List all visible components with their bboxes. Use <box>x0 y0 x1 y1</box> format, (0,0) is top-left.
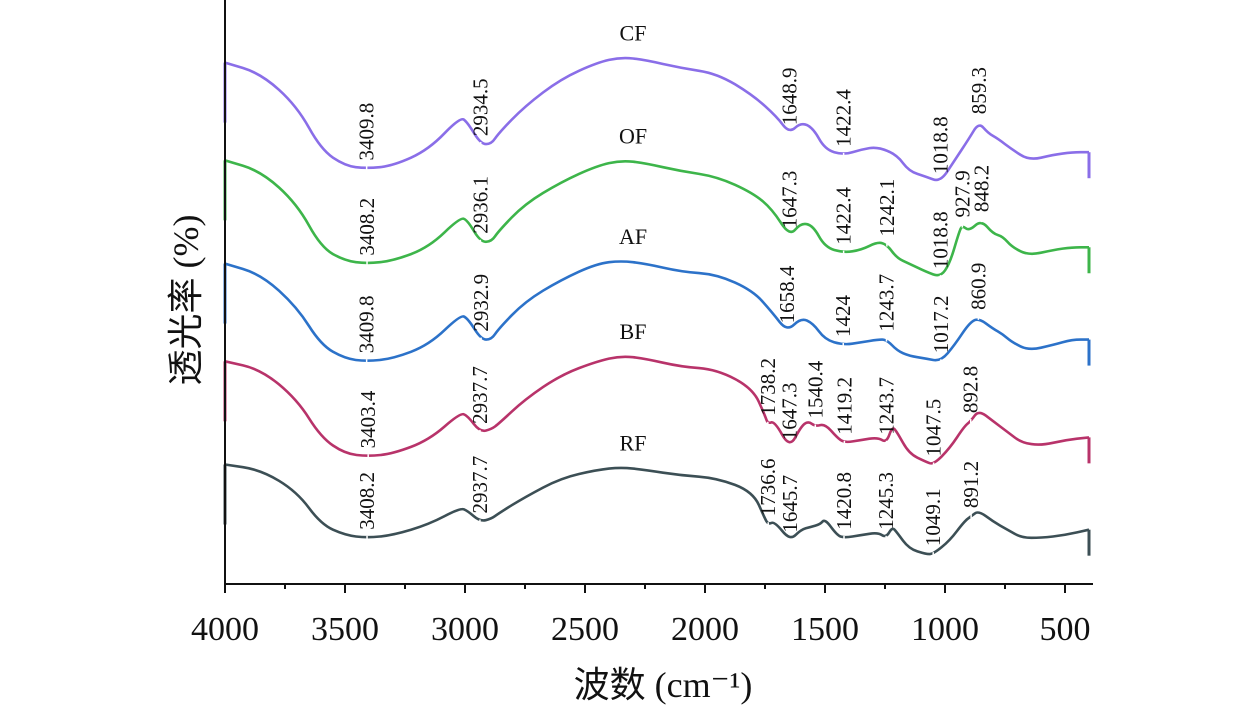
series-name-cf: CF <box>620 21 647 46</box>
peak-label: 2937.7 <box>468 456 492 514</box>
series-line-rf <box>224 463 1090 556</box>
peak-label: 1738.2 <box>756 358 780 416</box>
x-tick-label: 3000 <box>431 611 499 648</box>
x-tick-label: 3500 <box>311 611 379 648</box>
x-tick-label: 1500 <box>791 611 859 648</box>
x-tick-label: 2000 <box>671 611 739 648</box>
peak-label: 1420.8 <box>832 472 856 530</box>
peak-label: 3403.4 <box>356 390 380 448</box>
peak-label: 892.8 <box>959 366 983 413</box>
series-line-af <box>224 260 1089 362</box>
peak-label: 1422.4 <box>832 186 856 244</box>
series-line-bf <box>224 355 1090 465</box>
peak-label: 1242.1 <box>875 179 899 237</box>
peak-label: 3408.2 <box>355 472 379 530</box>
peak-label: 3408.2 <box>355 198 379 256</box>
peak-label: 1647.3 <box>778 171 802 229</box>
peak-label: 1540.4 <box>803 360 827 418</box>
peak-label: 1419.2 <box>832 377 856 435</box>
peak-label: 2934.5 <box>469 78 493 136</box>
series-name-of: OF <box>619 124 647 149</box>
x-tick-label: 4000 <box>191 611 259 648</box>
peak-label: 860.9 <box>966 263 990 310</box>
series-name-af: AF <box>619 224 647 249</box>
peak-label: 1736.6 <box>756 459 780 517</box>
peak-label: 1647.3 <box>778 382 802 440</box>
peak-label: 3409.8 <box>355 296 379 354</box>
peak-label: 1018.8 <box>929 211 953 269</box>
peak-label: 1424 <box>831 295 855 338</box>
peak-label: 3409.8 <box>355 103 379 161</box>
x-tick-label: 2500 <box>551 611 619 648</box>
series-line-of <box>224 159 1089 277</box>
peak-label: 1245.3 <box>874 472 898 530</box>
peak-label: 1645.7 <box>778 475 802 533</box>
x-tick-label: 1000 <box>911 611 979 648</box>
peak-label: 1017.2 <box>929 296 953 354</box>
peak-label: 859.3 <box>967 67 991 114</box>
peak-label: 1658.4 <box>775 265 799 323</box>
series-name-rf: RF <box>620 431 647 456</box>
x-axis-title: 波数 (cm⁻¹) <box>574 665 753 705</box>
peak-label: 1243.7 <box>875 377 899 435</box>
peak-labels: CF 3409.8 2934.5 1648.9 1422.4 1018.8 859.3 OF 3… <box>355 21 993 557</box>
x-tick-label: 500 <box>1040 611 1091 648</box>
y-axis-title: 透光率 (%) <box>166 215 206 386</box>
peak-label: 1422.4 <box>832 89 856 147</box>
peak-label: 848.2 <box>969 165 993 212</box>
peak-label: 1648.9 <box>777 67 801 125</box>
axes-layer <box>224 0 1093 585</box>
x-ticks: 4000 3500 3000 2500 2000 1500 1000 500 <box>191 584 1091 648</box>
peak-label: 2936.1 <box>468 176 492 234</box>
series-name-bf: BF <box>620 319 647 344</box>
peak-label: 1243.7 <box>875 274 899 332</box>
peak-label: 1047.5 <box>922 399 946 457</box>
peak-label: 1018.8 <box>929 116 953 174</box>
peak-label: 927.9 <box>950 170 974 217</box>
peak-label: 2932.9 <box>469 274 493 332</box>
peak-label: 891.2 <box>959 461 983 508</box>
series-line-cf <box>224 56 1089 182</box>
peak-label: 1049.1 <box>921 488 945 546</box>
peak-label: 2937.7 <box>468 366 492 424</box>
